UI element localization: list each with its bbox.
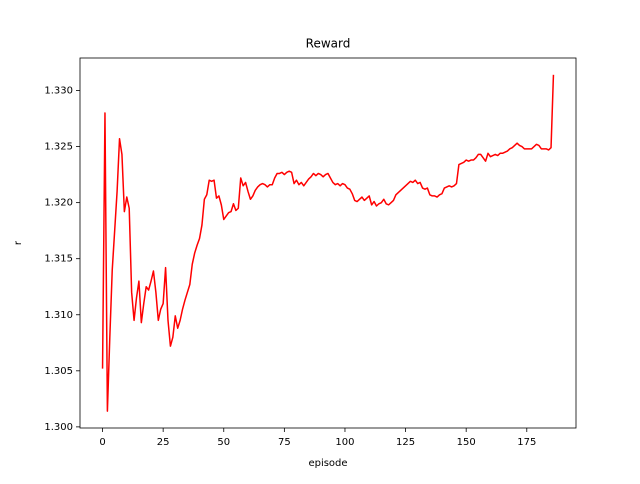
x-tick-label: 175 bbox=[517, 437, 536, 448]
y-tick-label: 1.330 bbox=[44, 86, 73, 97]
x-tick-label: 100 bbox=[335, 437, 354, 448]
x-tick-label: 25 bbox=[157, 437, 170, 448]
plot-frame bbox=[79, 57, 577, 429]
x-tick-label: 0 bbox=[99, 437, 105, 448]
x-tick-label: 125 bbox=[396, 437, 415, 448]
y-axis-label: r bbox=[13, 240, 24, 245]
data-line bbox=[101, 74, 555, 412]
y-tick-label: 1.325 bbox=[44, 142, 73, 153]
y-tick-label: 1.315 bbox=[44, 254, 73, 265]
x-axis-label: episode bbox=[308, 458, 347, 469]
y-tick-label: 1.305 bbox=[44, 366, 73, 377]
y-tick-label: 1.320 bbox=[44, 198, 73, 209]
y-tick-label: 1.300 bbox=[44, 422, 73, 433]
chart-title: Reward bbox=[306, 37, 351, 51]
x-tick-label: 150 bbox=[457, 437, 476, 448]
x-tick-label: 75 bbox=[278, 437, 291, 448]
x-tick-label: 50 bbox=[217, 437, 230, 448]
y-tick-label: 1.310 bbox=[44, 310, 73, 321]
